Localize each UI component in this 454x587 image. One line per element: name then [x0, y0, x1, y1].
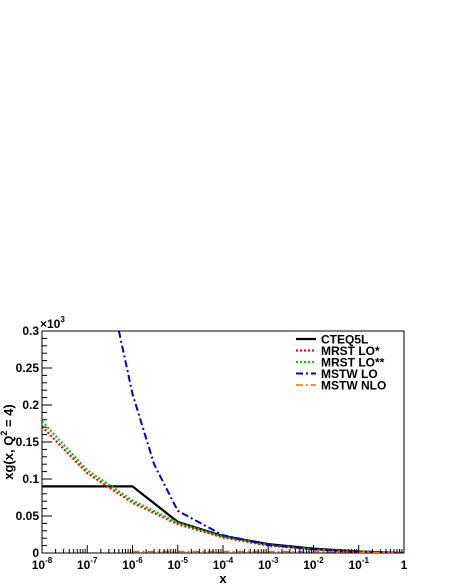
- x-tick-label: 10-7: [77, 556, 98, 572]
- x-tick-label: 10-2: [303, 556, 324, 572]
- y-tick-label: 0.3: [22, 324, 39, 338]
- y-tick-label: 0.15: [16, 435, 40, 449]
- y-tick-label: 0.25: [16, 361, 40, 375]
- legend-label: MRST LO*: [321, 344, 380, 358]
- x-tick-label: 10-1: [349, 556, 370, 572]
- x-axis-title: x: [219, 571, 227, 586]
- x-tick-label: 10-3: [258, 556, 279, 572]
- x-tick-label: 10-5: [168, 556, 189, 572]
- y-tick-label: 0.2: [22, 398, 39, 412]
- x-tick-label: 10-8: [32, 556, 53, 572]
- y-multiplier-label: ×103: [40, 315, 65, 331]
- y-tick-label: 0.05: [16, 509, 40, 523]
- x-tick-label: 10-6: [122, 556, 143, 572]
- x-tick-label: 1: [401, 558, 408, 572]
- axes-layer: 10-8 10-7 10-6 10-5 10-4 10-3 10-2 10-1 1 0 0.05 0.…: [0, 315, 408, 586]
- legend-label: MSTW NLO: [321, 379, 386, 393]
- x-tick-label: 10-4: [213, 556, 234, 572]
- y-tick-label: 0.1: [22, 472, 39, 486]
- legend-label: CTEQ5L: [321, 333, 368, 347]
- legend-label: MRST LO**: [321, 356, 385, 370]
- legend-label: MSTW LO: [321, 367, 378, 381]
- y-axis-title: xg(x, Q2 = 4): [0, 404, 16, 479]
- y-tick-label: 0: [32, 546, 39, 560]
